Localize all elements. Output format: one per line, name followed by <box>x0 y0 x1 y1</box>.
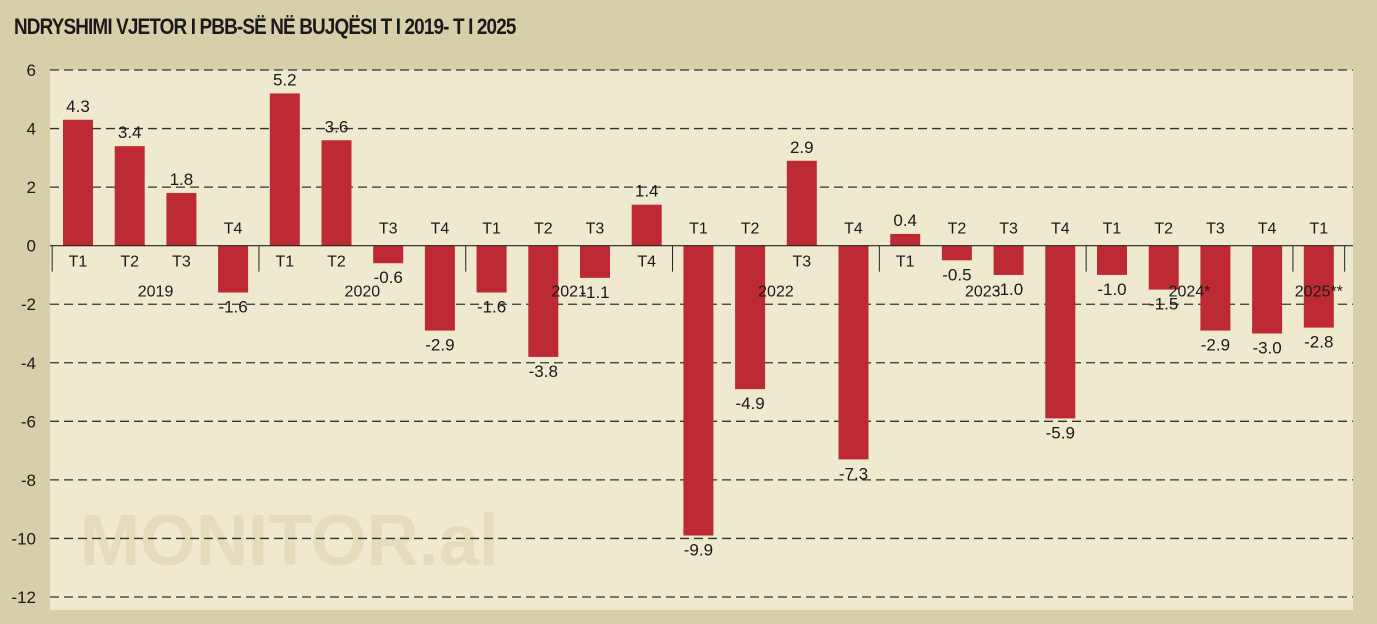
value-label: -2.9 <box>1201 336 1230 355</box>
quarter-label: T3 <box>999 221 1018 238</box>
bar <box>890 233 921 246</box>
watermark: MONITOR.al <box>80 501 499 581</box>
year-label: 2019 <box>138 284 174 301</box>
value-label: -4.9 <box>735 394 764 413</box>
y-tick-label: 4 <box>27 120 36 139</box>
quarter-label: T1 <box>1309 221 1328 238</box>
value-label: 3.6 <box>325 117 349 136</box>
y-tick-label: -2 <box>21 295 36 314</box>
bar <box>838 245 869 460</box>
y-tick-label: -8 <box>21 471 36 490</box>
y-tick-label: 2 <box>27 178 36 197</box>
year-label: 2020 <box>345 284 381 301</box>
quarter-label: T4 <box>431 221 450 238</box>
value-label: -3.0 <box>1252 339 1281 358</box>
bar <box>993 245 1024 275</box>
quarter-label: T4 <box>224 221 243 238</box>
bar <box>735 245 766 390</box>
bar <box>1252 245 1283 334</box>
year-label: 2025** <box>1295 284 1343 301</box>
year-label: 2023 <box>965 284 1001 301</box>
bar <box>786 160 817 246</box>
quarter-label: T3 <box>379 221 398 238</box>
bar <box>1148 245 1179 290</box>
quarter-label: T2 <box>534 221 553 238</box>
value-label: -1.0 <box>994 280 1023 299</box>
value-label: -5.9 <box>1046 423 1075 442</box>
bar <box>114 146 145 246</box>
value-label: -2.9 <box>425 336 454 355</box>
bar <box>1303 245 1334 328</box>
value-label: -1.5 <box>1149 295 1178 314</box>
bar <box>1200 245 1231 331</box>
value-label: 1.4 <box>635 182 659 201</box>
value-label: -1.0 <box>1097 280 1126 299</box>
bar <box>63 119 93 246</box>
quarter-label: T4 <box>1258 221 1277 238</box>
quarter-label: T4 <box>637 254 656 271</box>
bar <box>631 204 662 246</box>
value-label: -9.9 <box>684 541 713 560</box>
bar <box>580 245 610 278</box>
value-label: -2.8 <box>1304 333 1333 352</box>
value-label: 4.3 <box>66 97 90 116</box>
y-tick-label: -6 <box>21 412 36 431</box>
quarter-label: T1 <box>69 254 88 271</box>
year-label: 2021 <box>551 284 587 301</box>
quarter-label: T3 <box>586 221 605 238</box>
y-tick-label: -10 <box>11 529 36 548</box>
quarter-label: T2 <box>948 221 967 238</box>
quarter-label: T1 <box>689 221 708 238</box>
quarter-label: T2 <box>741 221 760 238</box>
value-label: -1.6 <box>477 298 506 317</box>
value-label: -7.3 <box>839 464 868 483</box>
bar <box>321 140 352 246</box>
value-label: -1.1 <box>580 283 609 302</box>
quarter-label: T4 <box>1051 221 1070 238</box>
quarter-label: T3 <box>1206 221 1225 238</box>
bar <box>424 245 455 331</box>
quarter-label: T2 <box>120 254 139 271</box>
value-label: -0.5 <box>942 265 971 284</box>
bar <box>1097 245 1127 275</box>
quarter-label: T1 <box>1103 221 1122 238</box>
quarter-label: T1 <box>275 254 294 271</box>
bar <box>941 245 972 261</box>
bar <box>528 245 559 357</box>
y-tick-label: 6 <box>27 61 36 80</box>
year-label: 2022 <box>758 284 794 301</box>
value-label: -1.6 <box>218 298 247 317</box>
quarter-label: T3 <box>792 254 811 271</box>
quarter-label: T1 <box>482 221 501 238</box>
quarter-label: T1 <box>896 254 915 271</box>
value-label: -3.8 <box>529 362 558 381</box>
bar <box>218 245 249 293</box>
bar <box>166 192 197 246</box>
y-tick-label: 0 <box>27 237 36 256</box>
chart-title: NDRYSHIMI VJETOR I PBB-SË NË BUJQËSI T I… <box>14 14 516 39</box>
value-label: 2.9 <box>790 138 814 157</box>
quarter-label: T2 <box>327 254 346 271</box>
bar <box>373 245 404 264</box>
quarter-label: T3 <box>172 254 191 271</box>
bar <box>1045 245 1076 419</box>
bar <box>269 93 300 246</box>
value-label: 0.4 <box>893 211 917 230</box>
bar <box>683 245 714 536</box>
quarter-label: T2 <box>1154 221 1173 238</box>
bar <box>476 245 507 293</box>
value-label: 5.2 <box>273 70 297 89</box>
value-label: -0.6 <box>374 268 403 287</box>
value-label: 3.4 <box>118 123 142 142</box>
y-tick-label: -4 <box>21 354 36 373</box>
quarter-label: T4 <box>844 221 863 238</box>
year-label: 2024* <box>1169 284 1211 301</box>
y-tick-label: -12 <box>11 588 36 607</box>
value-label: 1.8 <box>170 170 194 189</box>
